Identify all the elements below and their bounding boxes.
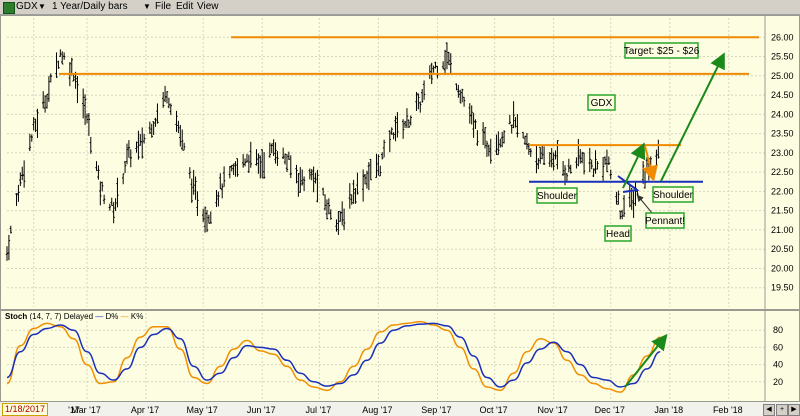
y-tick-label: 19.50 [771,283,794,293]
y-tick-label: 20.00 [771,263,794,273]
stoch-tick-label: 40 [773,360,783,370]
x-tick-label: Jul '17 [305,405,331,415]
shoulder-right-label-box [652,186,694,203]
x-tick-label: Nov '17 [537,405,567,415]
stoch-header: Stoch (14, 7, 7) Delayed — D% — K% [5,312,144,321]
x-tick-label: Oct '17 [479,405,507,415]
symbol-dropdown-icon[interactable]: ▼ [38,2,46,11]
y-tick-label: 22.00 [771,186,794,196]
y-tick-label: 23.50 [771,129,794,139]
y-tick-label: 20.50 [771,244,794,254]
stoch-title: Stoch [5,312,28,321]
target-arrow [660,52,725,182]
stoch-tick-label: 80 [773,325,783,335]
x-tick-label: Apr '17 [131,405,159,415]
pennant-shape [617,175,640,193]
gdx-label: GDX [591,98,613,109]
y-tick-label: 25.50 [771,52,794,62]
scroll-left-button[interactable]: ◀ [763,404,775,416]
stoch-up-arrow [624,333,668,388]
y-tick-label: 24.00 [771,109,794,119]
stochastic-pane[interactable]: 20 40 60 80 Stoch (14, 7, 7) Delayed — D% —… [0,310,800,402]
target-label: Target: $25 - $26 [624,46,700,57]
y-tick-label: 21.00 [771,225,794,235]
period-dropdown-icon[interactable]: ▼ [143,2,151,11]
y-tick-label: 26.00 [771,32,794,42]
x-axis-ticks: Mar '17 Apr '17 May '17 Jun '17 Jul '17 Aug '… [68,405,743,415]
y-tick-label: 25.00 [771,71,794,81]
stoch-params: (14, 7, 7) Delayed [29,312,94,321]
head-label: Head [606,229,630,240]
x-tick-label: Sep '17 [421,405,451,415]
shoulder-left-label-box [536,187,578,204]
target-label-box [624,42,699,59]
breakout-arrow [622,142,646,189]
head-label-box [604,225,632,242]
y-tick-label: 23.00 [771,148,794,158]
menu-file[interactable]: File [155,1,172,12]
symbol-label[interactable]: GDX [16,1,38,12]
price-chart: 19.50 20.00 20.50 21.00 21.50 22.00 22.50 23.00… [5,16,794,309]
stochastic-chart: 20 40 60 80 [6,311,783,401]
x-tick-label: '17 [68,405,80,415]
x-tick-label: Aug '17 [362,405,392,415]
shoulder-right-label: Shoulder [653,190,694,201]
x-tick-label: Jun '17 [247,405,276,415]
zoom-button[interactable]: + [776,404,788,416]
x-tick-label: Mar '17 [71,405,101,415]
legend-k: K% [130,312,144,321]
stoch-tick-label: 60 [773,342,783,352]
y-tick-label: 21.50 [771,206,794,216]
y-tick-label: 24.50 [771,90,794,100]
scroll-right-button[interactable]: ▶ [788,404,800,416]
stoch-tick-label: 20 [773,377,783,387]
gdx-label-box [587,94,616,111]
menu-edit[interactable]: Edit [176,1,194,12]
pennant-label: Pennant! [645,216,685,227]
x-tick-label: May '17 [187,405,218,415]
x-tick-label: Feb '18 [713,405,743,415]
x-tick-label: Dec '17 [595,405,625,415]
app-icon [3,2,15,14]
x-axis: 1/18/2017 Mar '17 Apr '17 May '17 Jun '17 Ju… [0,402,800,416]
pullback-arrow [642,145,658,182]
menu-view[interactable]: View [197,1,219,12]
pennant-label-box [645,212,685,229]
price-chart-pane[interactable]: 19.50 20.00 20.50 21.00 21.50 22.00 22.50 23.00… [0,15,800,310]
stoch-series-d [6,322,661,388]
x-tick-label: Jan '18 [654,405,683,415]
period-label[interactable]: 1 Year/Daily bars [52,1,128,12]
y-tick-label: 22.50 [771,167,794,177]
title-bar: GDX ▼ 1 Year/Daily bars ▼ File Edit View [0,0,800,15]
legend-d: D% [105,312,119,321]
shoulder-left-label: Shoulder [537,191,578,202]
